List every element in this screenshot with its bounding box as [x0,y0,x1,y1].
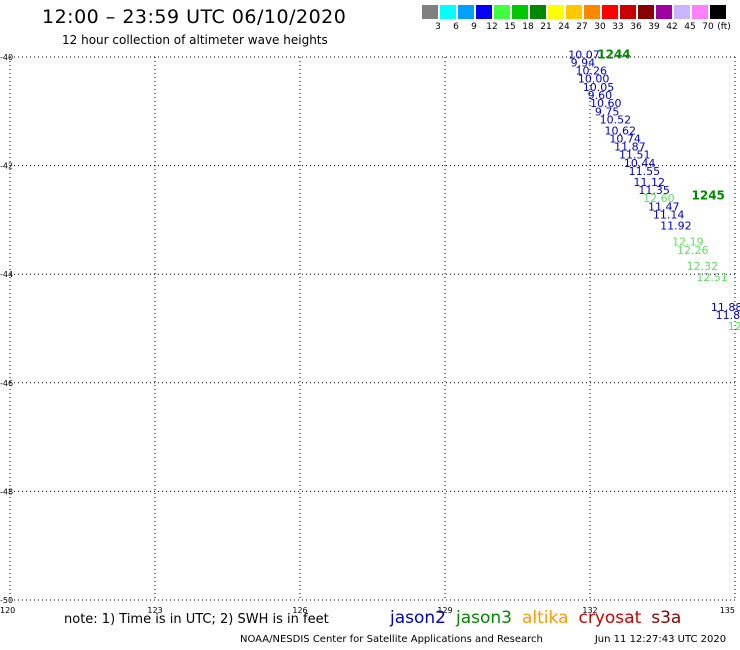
legend-item-altika: altika [522,608,569,628]
swh-point-jason3: 12.26 [677,244,709,257]
color-swatch [476,5,492,19]
timestamp-text: Jun 11 12:27:43 UTC 2020 [594,634,727,645]
footer: NOAA/NESDIS Center for Satellite Applica… [240,634,726,645]
color-swatch [422,5,438,19]
legend-item-jason2: jason2 [390,608,446,628]
swh-point-jason2: 10.00 [578,73,610,86]
color-swatch [620,5,636,19]
swh-point-jason2: 11.88 [711,301,740,314]
color-swatch [458,5,474,19]
color-swatch [602,5,618,19]
pass-label: 1244 [597,47,630,61]
color-swatch [530,5,546,19]
x-tick-label: 132 [582,606,597,615]
color-swatch [494,5,510,19]
y-tick-label: -50 [0,596,13,605]
legend-item-jason3: jason3 [456,608,512,628]
color-swatch [638,5,654,19]
color-swatch-label: 9 [471,22,477,32]
swh-point-jason3: 12.51 [696,271,728,284]
color-swatch-label: 39 [648,22,660,32]
x-tick-label: 129 [437,606,452,615]
swh-point-jason2: 10.62 [605,124,637,137]
data-points: 10.079.9410.2610.0010.059.6010.609.7510.… [568,48,740,333]
swh-point-jason2: 10.26 [576,65,608,78]
color-swatch [656,5,672,19]
swh-point-jason2: 11.87 [614,141,646,154]
color-swatch [548,5,564,19]
y-tick-label: -46 [0,379,13,388]
swh-point-jason3: 12.60 [643,192,675,205]
y-tick-label: -48 [0,487,13,496]
color-swatch-label: 6 [453,22,459,32]
color-swatch [674,5,690,19]
swh-point-jason2: 11.55 [629,165,661,178]
x-tick-label: 126 [292,606,307,615]
pass-label: 1245 [692,188,725,202]
swh-point-jason3: 12 [728,320,740,333]
swh-point-jason3: 12.32 [687,260,719,273]
credit-text: NOAA/NESDIS Center for Satellite Applica… [240,634,543,645]
swh-point-jason2: 9.60 [588,89,613,102]
color-swatch-label: 24 [558,22,570,32]
color-swatch [440,5,456,19]
swh-point-jason2: 11.8 [716,309,740,322]
legend-item-s3a: s3a [651,608,682,628]
y-tick-label: -40 [0,53,13,62]
color-swatch [512,5,528,19]
color-swatch-label: 30 [594,22,606,32]
units-note: note: 1) Time is in UTC; 2) SWH is in fe… [64,612,329,627]
color-swatch-label: 21 [540,22,552,32]
swh-point-jason2: 11.35 [638,184,670,197]
color-swatch [692,5,708,19]
color-scale-unit: (ft) [717,22,731,32]
y-tick-label: -44 [0,270,13,279]
color-swatch-label: 27 [576,22,588,32]
swh-point-jason2: 11.14 [653,208,685,221]
swh-point-jason2: 10.74 [609,132,641,145]
swh-point-jason2: 10.44 [624,157,656,170]
swh-point-jason2: 9.94 [571,56,596,69]
swh-point-jason2: 10.60 [590,97,622,110]
color-swatch-label: 36 [630,22,642,32]
swh-point-jason2: 11.92 [660,219,692,232]
y-tick-label: -42 [0,162,13,171]
color-swatch-label: 18 [522,22,534,32]
swh-point-jason2: 9.75 [595,105,620,118]
color-swatch-label: 70 [702,22,714,32]
x-tick-label: 123 [147,606,162,615]
color-swatch-label: 15 [504,22,516,32]
swh-point-jason2: 10.05 [583,81,615,94]
color-swatch [710,5,726,19]
color-swatch-label: 45 [684,22,696,32]
swh-point-jason2: 11.12 [634,176,666,189]
satellite-legend: jason2 jason3 altika cryosat s3a [390,608,691,628]
x-tick-label: 135 [720,606,735,615]
color-swatch [584,5,600,19]
pass-labels: 1244 1245 [597,47,725,202]
legend-item-cryosat: cryosat [578,608,642,628]
swh-point-jason2: 10.52 [600,113,632,126]
color-swatch-label: 42 [666,22,678,32]
color-swatch-label: 12 [486,22,498,32]
x-tick-label: 120 [0,606,15,615]
grid-lines [9,56,736,601]
swh-point-jason3: 12.19 [672,236,704,249]
swh-point-jason2: 11.51 [619,149,651,162]
chart-title: 12:00 – 23:59 UTC 06/10/2020 [42,6,347,28]
chart-subtitle: 12 hour collection of altimeter wave hei… [62,33,328,47]
swh-point-jason2: 11.47 [648,200,680,213]
color-swatch-label: 3 [435,22,441,32]
swh-point-jason2: 10.07 [568,48,600,61]
color-swatch [566,5,582,19]
color-swatch-label: 33 [612,22,624,32]
